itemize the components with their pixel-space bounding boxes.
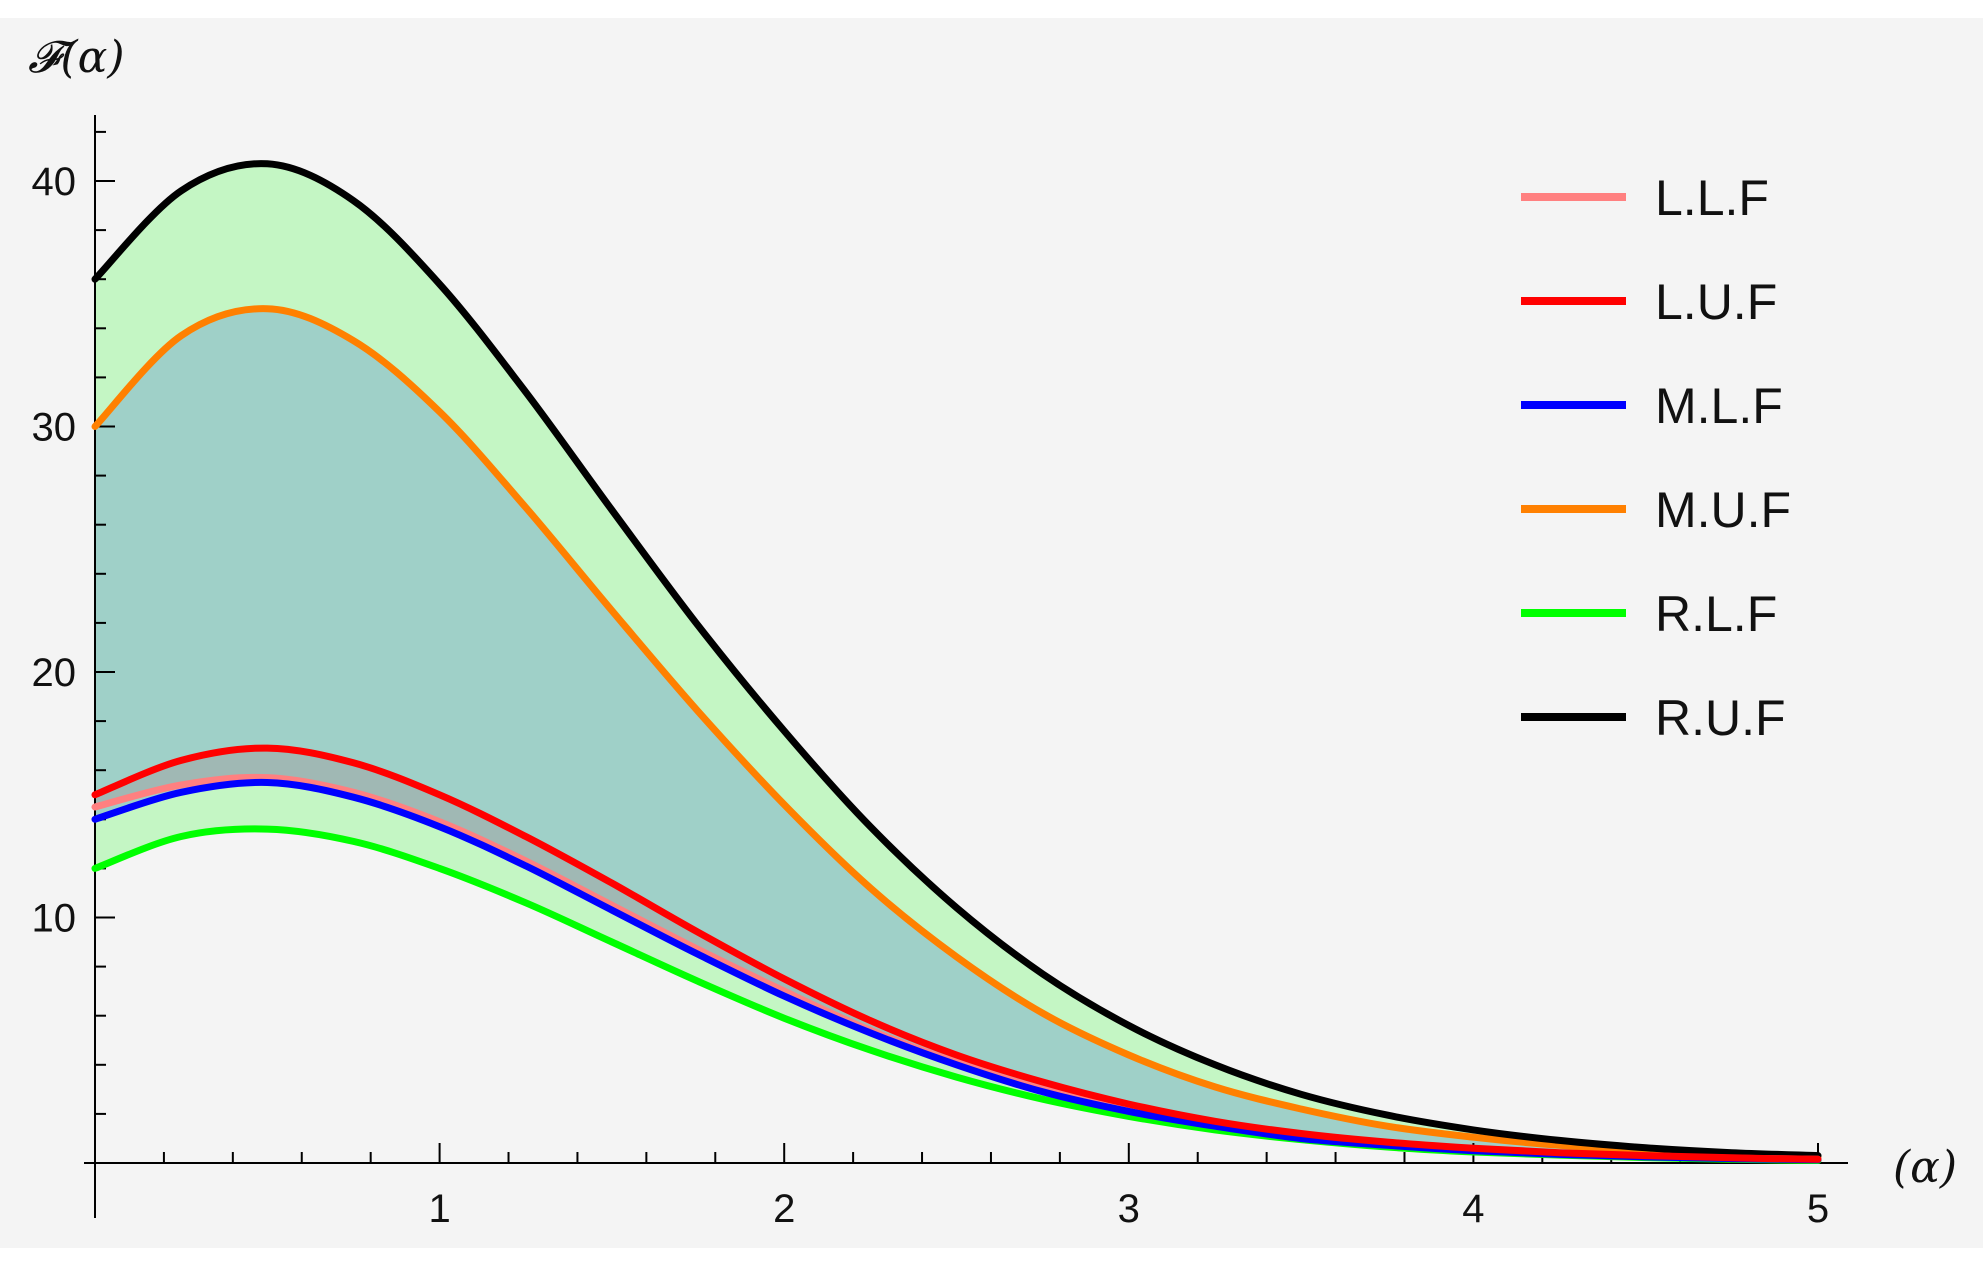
legend-label: L.U.F (1655, 274, 1777, 330)
axes: 1 2 3 4 5 10 20 30 40 (32, 115, 1848, 1231)
band-fills (95, 163, 1818, 1161)
legend-label: M.L.F (1655, 378, 1783, 434)
series-line-luf (91, 744, 1822, 1163)
x-tick-label: 4 (1462, 1187, 1484, 1231)
x-axis-label: (α) (1893, 1142, 1957, 1193)
legend-label: R.U.F (1655, 690, 1786, 746)
y-tick-label: 20 (32, 651, 77, 695)
left-band-fill (95, 748, 1818, 1160)
legend-label: M.U.F (1655, 482, 1791, 538)
y-tick-label: 30 (32, 406, 77, 450)
y-axis-label: 𝓕(α) (28, 32, 125, 83)
legend-label: L.L.F (1655, 170, 1769, 226)
x-tick-label: 3 (1118, 1187, 1140, 1231)
series-lines (91, 160, 1822, 1164)
series-line-ruf (91, 160, 1822, 1160)
y-tick-label: 40 (32, 160, 77, 204)
inner-band-fill (95, 308, 1818, 1160)
legend-label: R.L.F (1655, 586, 1777, 642)
legend: L.L.F L.U.F M.L.F M.U.F R.L.F R.U.F (1521, 170, 1791, 746)
x-tick-label: 2 (773, 1187, 795, 1231)
series-line-muf (91, 305, 1822, 1161)
outer-band-fill (95, 163, 1818, 1161)
x-tick-label: 5 (1807, 1187, 1829, 1231)
x-tick-label: 1 (428, 1187, 450, 1231)
y-tick-label: 10 (32, 897, 77, 941)
